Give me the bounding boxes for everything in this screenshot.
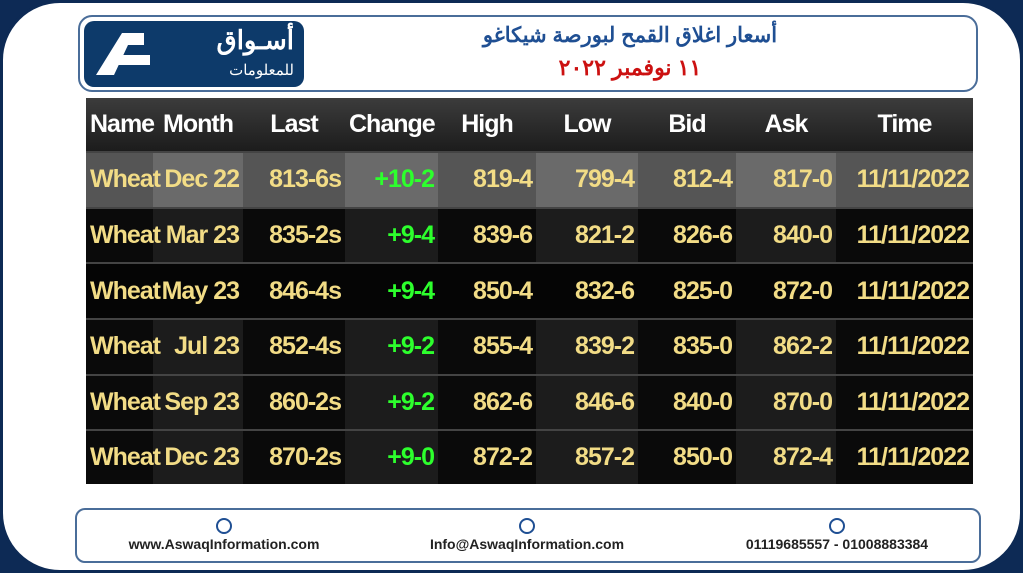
table-cell: 813-6s <box>243 151 345 208</box>
table-cell: 850-0 <box>638 429 736 484</box>
email-item: Info@AswaqInformation.com <box>392 518 662 552</box>
logo: أسـواق للمعلومات <box>84 21 304 87</box>
table-cell: Sep 23 <box>153 373 243 431</box>
table-cell: Wheat <box>86 206 161 264</box>
table-row: Wheat Mar 23 835-2s +9-4 839-6 821-2 826-6 840-… <box>86 206 973 264</box>
table-cell: 860-2s <box>243 373 345 431</box>
table-row: Wheat Dec 23 870-2s +9-0 872-2 857-2 850-0 872-… <box>86 429 973 484</box>
table-cell: 840-0 <box>638 373 736 431</box>
column-header: Last <box>243 98 345 152</box>
table-cell: 825-0 <box>638 262 736 319</box>
column-header: Time <box>836 98 973 152</box>
table-cell: Dec 22 <box>153 151 243 208</box>
table-cell: Wheat <box>86 151 161 208</box>
table-cell: 857-2 <box>536 429 638 484</box>
table-cell: +9-2 <box>345 317 438 375</box>
table-cell: 862-6 <box>438 373 536 431</box>
table-cell: 850-4 <box>438 262 536 319</box>
phone-item: 01119685557 - 01008883384 <box>697 518 977 552</box>
table-cell: 11/11/2022 <box>836 373 973 431</box>
footer: www.AswaqInformation.com Info@AswaqInfor… <box>75 508 981 563</box>
column-header: Name <box>86 98 155 152</box>
table-cell: 852-4s <box>243 317 345 375</box>
table-cell: 872-2 <box>438 429 536 484</box>
table-cell: Wheat <box>86 373 161 431</box>
table-cell: 819-4 <box>438 151 536 208</box>
title: أسعار اغلاق القمح لبورصة شيكاغو <box>482 24 778 47</box>
table-cell: +9-0 <box>345 429 438 484</box>
table-cell: +9-4 <box>345 262 438 319</box>
table-cell: 840-0 <box>736 206 836 264</box>
column-header: Change <box>345 98 438 152</box>
table-row: Wheat May 23 846-4s +9-4 850-4 832-6 825-0 872-… <box>86 262 973 319</box>
table-row: Wheat Sep 23 860-2s +9-2 862-6 846-6 840-0 870-… <box>86 373 973 431</box>
column-header: Ask <box>736 98 836 152</box>
table-cell: 799-4 <box>536 151 638 208</box>
table-cell: +9-4 <box>345 206 438 264</box>
table-cell: 862-2 <box>736 317 836 375</box>
website: www.AswaqInformation.com <box>128 536 320 552</box>
email: Info@AswaqInformation.com <box>429 536 625 552</box>
table-cell: 855-4 <box>438 317 536 375</box>
column-header: Month <box>153 98 243 152</box>
table-cell: Wheat <box>86 317 161 375</box>
header-row: Name Month Last Change High Low Bid Ask Time <box>86 98 973 152</box>
table-cell: Dec 23 <box>153 429 243 484</box>
table-cell: 812-4 <box>638 151 736 208</box>
table-cell: +9-2 <box>345 373 438 431</box>
table-cell: 835-0 <box>638 317 736 375</box>
table-cell: 11/11/2022 <box>836 206 973 264</box>
table-cell: 870-2s <box>243 429 345 484</box>
logo-text: أسـواق <box>216 25 294 55</box>
table-cell: Wheat <box>86 262 161 319</box>
column-header: Low <box>536 98 638 152</box>
column-header: High <box>438 98 536 152</box>
column-header: Bid <box>638 98 736 152</box>
logo-subtitle: للمعلومات <box>229 62 294 79</box>
table-cell: 817-0 <box>736 151 836 208</box>
table-cell: 846-4s <box>243 262 345 319</box>
table-row: Wheat Jul 23 852-4s +9-2 855-4 839-2 835-0 862-… <box>86 317 973 375</box>
table-cell: 11/11/2022 <box>836 262 973 319</box>
table-cell: Mar 23 <box>153 206 243 264</box>
logo-icon <box>96 33 150 75</box>
table-cell: 11/11/2022 <box>836 429 973 484</box>
website-item: www.AswaqInformation.com <box>89 518 359 552</box>
table-cell: Jul 23 <box>153 317 243 375</box>
table-cell: 846-6 <box>536 373 638 431</box>
table-cell: +10-2 <box>345 151 438 208</box>
table-cell: 872-4 <box>736 429 836 484</box>
header: أسـواق للمعلومات أسعار اغلاق القمح لبورص… <box>78 15 978 92</box>
table-cell: 11/11/2022 <box>836 151 973 208</box>
price-table: Name Month Last Change High Low Bid Ask Time Whe… <box>86 98 973 484</box>
date: ١١ نوفمبر ٢٠٢٢ <box>558 55 702 80</box>
table-cell: 870-0 <box>736 373 836 431</box>
table-cell: 839-2 <box>536 317 638 375</box>
table-cell: Wheat <box>86 429 161 484</box>
table-cell: 826-6 <box>638 206 736 264</box>
table-cell: 11/11/2022 <box>836 317 973 375</box>
table-cell: 832-6 <box>536 262 638 319</box>
table-row: Wheat Dec 22 813-6s +10-2 819-4 799-4 812-4 817… <box>86 151 973 208</box>
phone: 01119685557 - 01008883384 <box>745 536 929 552</box>
table-cell: May 23 <box>153 262 243 319</box>
table-cell: 839-6 <box>438 206 536 264</box>
table-cell: 835-2s <box>243 206 345 264</box>
table-cell: 872-0 <box>736 262 836 319</box>
table-cell: 821-2 <box>536 206 638 264</box>
